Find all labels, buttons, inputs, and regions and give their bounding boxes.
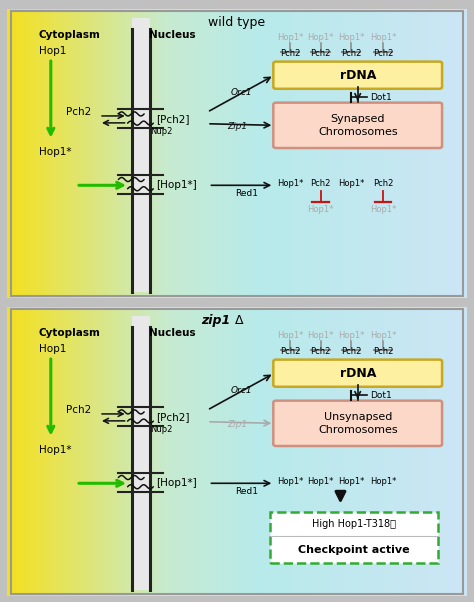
Text: [Pch2]: [Pch2]: [156, 114, 190, 125]
Text: Cytoplasm: Cytoplasm: [38, 30, 100, 40]
Text: Orc1: Orc1: [231, 386, 253, 396]
Bar: [132, 315, 150, 590]
Text: Pch2: Pch2: [280, 347, 300, 356]
Text: rDNA: rDNA: [339, 367, 376, 380]
Text: Hop1*: Hop1*: [39, 147, 72, 157]
Text: Unsynapsed
Chromosomes: Unsynapsed Chromosomes: [318, 412, 398, 435]
Text: Pch2: Pch2: [373, 179, 393, 188]
FancyBboxPatch shape: [273, 401, 442, 446]
Bar: [132, 17, 150, 292]
Text: Pch2: Pch2: [310, 49, 331, 58]
Text: Hop1*: Hop1*: [370, 34, 396, 42]
Text: Pch2: Pch2: [341, 49, 361, 58]
Text: Synapsed
Chromosomes: Synapsed Chromosomes: [318, 114, 398, 137]
Text: Hop1*: Hop1*: [338, 34, 364, 42]
Text: [Hop1*]: [Hop1*]: [156, 180, 197, 190]
Text: Hop1*: Hop1*: [39, 445, 72, 455]
Text: Nup2: Nup2: [151, 127, 173, 136]
Text: Hop1*: Hop1*: [277, 179, 303, 188]
Text: Hop1*: Hop1*: [338, 332, 364, 340]
Text: Zip1: Zip1: [227, 420, 247, 429]
Text: Red1: Red1: [236, 189, 258, 198]
Text: Pch2: Pch2: [310, 347, 331, 356]
Text: Hop1*: Hop1*: [370, 332, 396, 340]
Text: Red1: Red1: [236, 487, 258, 496]
Text: Hop1*: Hop1*: [308, 34, 334, 42]
Text: Dot1: Dot1: [371, 391, 392, 400]
Text: Hop1*: Hop1*: [338, 477, 364, 486]
Text: Hop1: Hop1: [39, 46, 67, 56]
Text: Hop1*: Hop1*: [308, 332, 334, 340]
Text: Dot1: Dot1: [371, 93, 392, 102]
Text: Δ: Δ: [235, 314, 243, 326]
Text: Hop1*: Hop1*: [370, 477, 396, 486]
Text: Checkpoint active: Checkpoint active: [298, 545, 410, 554]
Text: Nup2: Nup2: [151, 425, 173, 434]
Text: Pch2: Pch2: [280, 49, 300, 58]
Text: Pch2: Pch2: [66, 405, 91, 415]
Text: Pch2: Pch2: [373, 347, 393, 356]
Text: Pch2: Pch2: [66, 107, 91, 117]
Text: Hop1*: Hop1*: [308, 477, 334, 486]
Text: Hop1*: Hop1*: [277, 477, 303, 486]
Text: Cytoplasm: Cytoplasm: [38, 328, 100, 338]
Text: wild type: wild type: [209, 16, 265, 28]
Text: rDNA: rDNA: [339, 69, 376, 82]
Text: Pch2: Pch2: [373, 49, 393, 58]
FancyBboxPatch shape: [273, 61, 442, 88]
Text: Hop1*: Hop1*: [277, 332, 303, 340]
FancyBboxPatch shape: [273, 103, 442, 148]
Text: Hop1*: Hop1*: [370, 205, 396, 214]
Text: Pch2: Pch2: [310, 179, 331, 188]
Text: Nucleus: Nucleus: [149, 30, 196, 40]
Text: Orc1: Orc1: [231, 88, 253, 98]
Text: Hop1*: Hop1*: [338, 179, 364, 188]
Text: Zip1: Zip1: [227, 122, 247, 131]
FancyBboxPatch shape: [273, 359, 442, 386]
Text: [Pch2]: [Pch2]: [156, 412, 190, 423]
Text: Hop1: Hop1: [39, 344, 67, 354]
Text: Hop1*: Hop1*: [277, 34, 303, 42]
Text: High Hop1-T318Ⓟ: High Hop1-T318Ⓟ: [312, 519, 396, 529]
Text: Pch2: Pch2: [341, 347, 361, 356]
Text: [Hop1*]: [Hop1*]: [156, 478, 197, 488]
Text: Nucleus: Nucleus: [149, 328, 196, 338]
Text: zip1: zip1: [201, 314, 230, 326]
Text: Hop1*: Hop1*: [308, 205, 334, 214]
FancyBboxPatch shape: [270, 512, 438, 563]
